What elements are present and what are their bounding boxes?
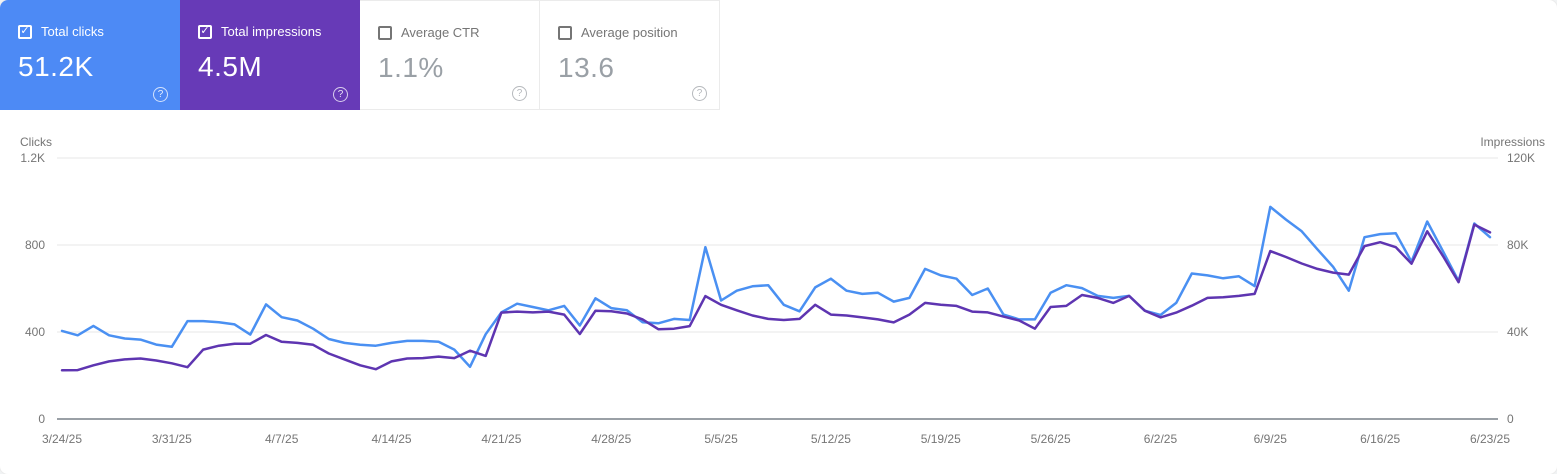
total-clicks-checkbox[interactable]: ✓ — [18, 24, 32, 39]
average-ctr-value: 1.1% — [378, 52, 444, 83]
right-axis-title: Impressions — [1480, 135, 1545, 149]
help-icon[interactable]: ? — [153, 87, 168, 102]
average-ctr-label: Average CTR — [401, 25, 480, 40]
total-impressions-checkbox[interactable]: ✓ — [198, 24, 212, 39]
left-axis-title: Clicks — [20, 135, 52, 149]
total-impressions-label: Total impressions — [221, 24, 322, 39]
help-icon[interactable]: ? — [692, 86, 707, 101]
x-axis-tick-label: 5/5/25 — [704, 432, 738, 446]
total-clicks-value: 51.2K — [18, 51, 94, 82]
right-axis-tick-label: 80K — [1507, 238, 1528, 252]
total-clicks-label: Total clicks — [41, 24, 104, 39]
left-axis-tick-label: 400 — [25, 325, 45, 339]
metric-cards-row: ✓ Total clicks 51.2K ? ✓ Total impressio… — [0, 0, 1557, 110]
metric-card-average-position[interactable]: Average position 13.6 ? — [540, 0, 720, 110]
x-axis-tick-label: 5/26/25 — [1031, 432, 1071, 446]
total-impressions-value: 4.5M — [198, 51, 263, 82]
metric-card-total-clicks[interactable]: ✓ Total clicks 51.2K ? — [0, 0, 180, 110]
left-axis-tick-label: 1.2K — [20, 151, 45, 165]
metric-card-average-ctr[interactable]: Average CTR 1.1% ? — [360, 0, 540, 110]
performance-chart-svg: 1.2K 120K 800 80K 400 40K 0 0 Clicks Impressions 3… — [20, 135, 1545, 446]
performance-chart: 1.2K 120K 800 80K 400 40K 0 0 Clicks Impressions 3… — [0, 110, 1557, 474]
x-axis-tick-label: 4/21/25 — [481, 432, 521, 446]
left-axis-tick-label: 800 — [25, 238, 45, 252]
metric-card-total-impressions[interactable]: ✓ Total impressions 4.5M ? — [180, 0, 360, 110]
right-axis-tick-label: 120K — [1507, 151, 1535, 165]
help-icon[interactable]: ? — [333, 87, 348, 102]
average-position-label: Average position — [581, 25, 678, 40]
x-axis-tick-label: 4/28/25 — [591, 432, 631, 446]
x-axis-tick-label: 6/23/25 — [1470, 432, 1510, 446]
clicks-line-series — [60, 205, 1492, 369]
x-axis-tick-label: 5/12/25 — [811, 432, 851, 446]
right-axis-tick-label: 0 — [1507, 412, 1514, 426]
average-position-value: 13.6 — [558, 52, 615, 83]
x-axis-tick-label: 3/31/25 — [152, 432, 192, 446]
x-axis-tick-label: 6/16/25 — [1360, 432, 1400, 446]
average-ctr-checkbox[interactable] — [378, 25, 392, 40]
impressions-line-series — [60, 223, 1492, 372]
x-axis-tick-label: 4/7/25 — [265, 432, 299, 446]
average-position-checkbox[interactable] — [558, 25, 572, 40]
x-axis-tick-label: 6/2/25 — [1144, 432, 1178, 446]
x-axis-tick-label: 3/24/25 — [42, 432, 82, 446]
left-axis-tick-label: 0 — [38, 412, 45, 426]
x-axis-tick-label: 5/19/25 — [921, 432, 961, 446]
x-axis-tick-label: 6/9/25 — [1254, 432, 1288, 446]
right-axis-tick-label: 40K — [1507, 325, 1528, 339]
x-axis-tick-label: 4/14/25 — [372, 432, 412, 446]
help-icon[interactable]: ? — [512, 86, 527, 101]
